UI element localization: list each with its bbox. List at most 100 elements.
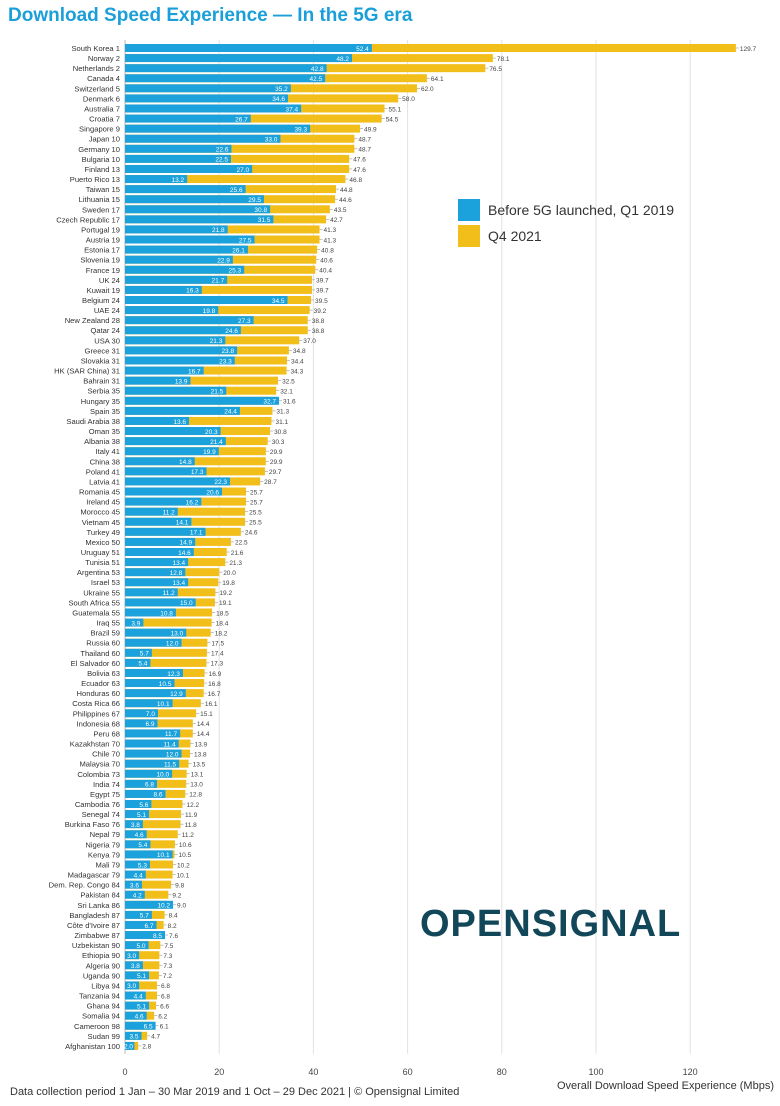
data-label-before: 16.2 xyxy=(186,499,199,506)
category-label: Dem. Rep. Congo 84 xyxy=(49,881,120,890)
data-label-before: 4.4 xyxy=(134,872,143,879)
bar-before-5g xyxy=(125,114,251,123)
data-label-q4: 44.6 xyxy=(339,197,352,204)
bar-before-5g xyxy=(125,164,253,173)
category-label: Norway 2 xyxy=(88,54,120,63)
data-label-before: 22.9 xyxy=(217,257,230,264)
bar-before-5g xyxy=(125,154,231,163)
data-label-q4: 25.7 xyxy=(250,499,263,506)
data-label-before: 12.0 xyxy=(166,751,179,758)
category-label: Nepal 79 xyxy=(90,830,120,839)
opensignal-logo: OPENSIGNAL xyxy=(420,903,682,945)
category-label: Morocco 45 xyxy=(80,508,120,517)
data-label-q4: 16.8 xyxy=(208,681,221,688)
data-label-before: 3.8 xyxy=(131,822,140,829)
bar-before-5g xyxy=(125,124,311,133)
bar-before-5g xyxy=(125,628,187,637)
category-label: Mexico 50 xyxy=(85,538,120,547)
category-label: Slovenia 19 xyxy=(80,256,120,265)
category-label: Bulgaria 10 xyxy=(82,155,120,164)
bar-q4-2021 xyxy=(125,880,172,889)
data-label-q4: 47.6 xyxy=(353,157,366,164)
bar-q4-2021 xyxy=(125,951,160,960)
data-label-q4: 37.0 xyxy=(303,338,316,345)
data-label-before: 10.5 xyxy=(159,681,172,688)
data-label-q4: 19.1 xyxy=(219,600,232,607)
data-label-before: 5.0 xyxy=(137,943,146,950)
category-label: Kuwait 19 xyxy=(87,286,120,295)
bar-before-5g xyxy=(125,527,206,536)
bar-before-5g xyxy=(125,900,174,909)
data-label-q4: 25.5 xyxy=(249,520,262,527)
category-label: Albania 38 xyxy=(84,437,120,446)
bar-before-5g xyxy=(125,376,191,385)
data-label-q4: 29.9 xyxy=(270,459,283,466)
data-label-q4: 10.1 xyxy=(177,872,190,879)
data-label-q4: 29.7 xyxy=(269,469,282,476)
category-label: Indonesia 68 xyxy=(77,719,121,728)
category-label: Poland 41 xyxy=(86,467,120,476)
data-label-q4: 6.8 xyxy=(161,983,170,990)
data-label-q4: 29.9 xyxy=(270,449,283,456)
category-label: Puerto Rico 13 xyxy=(70,175,120,184)
data-label-before: 5.1 xyxy=(137,1003,146,1010)
data-label-q4: 46.8 xyxy=(349,177,362,184)
bar-before-5g xyxy=(125,366,204,375)
data-label-before: 21.7 xyxy=(212,278,225,285)
category-label: Italy 41 xyxy=(96,447,120,456)
bar-before-5g xyxy=(125,255,233,264)
category-label: Germany 10 xyxy=(78,145,120,154)
category-label: Uganda 90 xyxy=(83,971,120,980)
data-label-before: 10.1 xyxy=(157,701,170,708)
data-label-q4: 31.6 xyxy=(283,399,296,406)
bar-before-5g xyxy=(125,759,180,768)
bar-before-5g xyxy=(125,326,241,335)
bar-before-5g xyxy=(125,265,245,274)
bar-before-5g xyxy=(125,920,157,929)
data-label-q4: 6.1 xyxy=(160,1024,169,1031)
data-label-q4: 28.7 xyxy=(264,479,277,486)
bar-before-5g xyxy=(125,971,150,980)
category-label: Côte d'Ivoire 87 xyxy=(67,921,120,930)
data-label-before: 12.8 xyxy=(170,570,183,577)
category-label: Kenya 79 xyxy=(88,850,120,859)
category-label: Romania 45 xyxy=(79,488,120,497)
data-label-before: 11.7 xyxy=(165,731,178,738)
category-label: Senegal 74 xyxy=(82,810,120,819)
category-label: Bolivia 63 xyxy=(87,669,120,678)
category-label: Bahrain 31 xyxy=(83,377,120,386)
category-label: Argentina 53 xyxy=(77,568,120,577)
category-label: Sri Lanka 86 xyxy=(77,901,120,910)
data-label-before: 6.9 xyxy=(145,721,154,728)
category-label: Ecuador 63 xyxy=(81,679,120,688)
category-label: Ukraine 55 xyxy=(83,588,120,597)
data-label-q4: 39.2 xyxy=(314,308,327,315)
bar-before-5g xyxy=(125,810,150,819)
x-tick-label: 120 xyxy=(683,1067,698,1077)
data-label-q4: 6.8 xyxy=(161,993,170,1000)
category-label: Taiwan 15 xyxy=(86,185,120,194)
bar-q4-2021 xyxy=(125,658,207,667)
category-label: Tanzania 94 xyxy=(79,992,120,1001)
data-label-before: 15.0 xyxy=(180,600,193,607)
category-label: India 74 xyxy=(93,780,120,789)
legend-label: Q4 2021 xyxy=(488,228,542,244)
data-label-q4: 129.7 xyxy=(740,46,757,53)
category-label: Libya 94 xyxy=(91,981,120,990)
data-label-before: 13.9 xyxy=(175,378,188,385)
data-label-q4: 7.3 xyxy=(163,963,172,970)
bar-before-5g xyxy=(125,548,194,556)
data-label-q4: 78.1 xyxy=(497,56,510,63)
x-tick-label: 40 xyxy=(308,1067,318,1077)
bar-q4-2021 xyxy=(125,416,272,425)
data-label-q4: 17.5 xyxy=(211,641,224,648)
data-label-q4: 9.8 xyxy=(175,882,184,889)
data-label-before: 32.7 xyxy=(263,399,276,406)
category-label: Qatar 24 xyxy=(90,326,120,335)
data-label-q4: 11.2 xyxy=(182,832,195,839)
data-label-before: 34.6 xyxy=(272,96,285,103)
bar-before-5g xyxy=(125,517,192,526)
bar-before-5g xyxy=(125,427,221,436)
bar-before-5g xyxy=(125,285,202,294)
data-label-q4: 9.0 xyxy=(177,903,186,910)
